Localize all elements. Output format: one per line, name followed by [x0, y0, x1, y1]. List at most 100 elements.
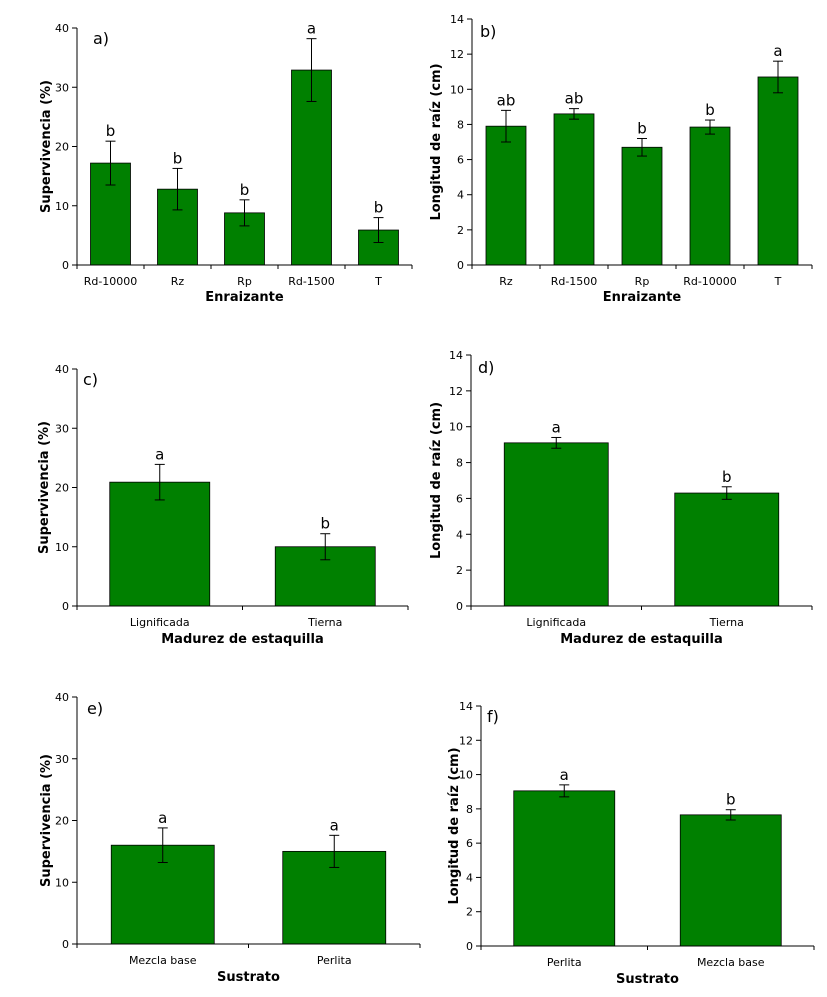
y-axis-title: Supervivencia (%) [39, 80, 54, 213]
y-tick-label: 0 [62, 938, 69, 951]
y-tick-label: 20 [55, 482, 69, 495]
y-axis-title: Supervivencia (%) [39, 754, 54, 887]
bar-4 [689, 126, 731, 266]
x-axis-title: Madurez de estaquilla [560, 632, 722, 647]
y-tick-label: 10 [55, 541, 69, 554]
bar-1 [109, 481, 211, 607]
category-label: Tierna [709, 616, 744, 629]
category-label: Mezcla base [129, 954, 197, 967]
panel-label: b) [480, 22, 496, 41]
bar-2 [679, 814, 782, 947]
y-tick-label: 30 [55, 422, 69, 435]
significance-letter: b [374, 199, 384, 217]
bar-5 [757, 76, 799, 266]
y-tick-label: 10 [55, 200, 69, 213]
x-axis-title: Enraizante [603, 290, 682, 305]
x-axis-title: Enraizante [205, 290, 284, 305]
significance-letter: ab [497, 91, 516, 109]
bar-1 [503, 442, 609, 607]
significance-letter: a [560, 766, 569, 784]
y-tick-label: 0 [62, 600, 69, 613]
category-label: T [774, 275, 782, 288]
significance-letter: a [773, 42, 782, 60]
y-tick-label: 10 [459, 769, 473, 782]
y-tick-label: 12 [449, 385, 463, 398]
x-axis-title: Sustrato [616, 972, 679, 987]
bar-2 [674, 492, 780, 607]
category-label: Rd-10000 [84, 275, 138, 288]
x-axis-title: Madurez de estaquilla [161, 632, 323, 647]
significance-letter: b [705, 101, 715, 119]
y-axis-title: Longitud de raíz (cm) [429, 63, 444, 220]
bar-2 [553, 113, 595, 266]
y-tick-label: 4 [466, 871, 473, 884]
y-tick-label: 40 [55, 363, 69, 376]
y-tick-label: 8 [457, 118, 464, 131]
y-tick-label: 8 [466, 803, 473, 816]
category-label: Perlita [547, 956, 582, 969]
significance-letter: a [330, 816, 339, 834]
significance-letter: b [240, 181, 250, 199]
y-tick-label: 10 [55, 876, 69, 889]
y-tick-label: 30 [55, 81, 69, 94]
y-tick-label: 14 [450, 13, 464, 26]
significance-letter: b [106, 122, 116, 140]
y-axis-title: Longitud de raíz (cm) [429, 402, 444, 559]
y-tick-label: 0 [456, 600, 463, 613]
category-label: T [374, 275, 382, 288]
category-label: Rd-1500 [551, 275, 598, 288]
significance-letter: b [320, 515, 330, 533]
y-tick-label: 40 [55, 691, 69, 704]
category-label: Lignificada [526, 616, 586, 629]
y-tick-label: 10 [450, 83, 464, 96]
y-tick-label: 14 [459, 700, 473, 713]
significance-letter: a [552, 418, 561, 436]
panel-label: f) [487, 707, 499, 726]
y-tick-label: 20 [55, 141, 69, 154]
y-tick-label: 6 [466, 837, 473, 850]
significance-letter: a [307, 20, 316, 38]
y-tick-label: 40 [55, 22, 69, 35]
y-tick-label: 14 [449, 349, 463, 362]
y-tick-label: 8 [456, 457, 463, 470]
y-tick-label: 20 [55, 815, 69, 828]
significance-letter: b [637, 119, 647, 137]
category-label: Tierna [307, 616, 342, 629]
panel-label: d) [478, 358, 494, 377]
y-tick-label: 2 [466, 906, 473, 919]
category-label: Mezcla base [697, 956, 765, 969]
panel-label: a) [93, 29, 109, 48]
y-tick-label: 0 [62, 259, 69, 272]
y-axis-title: Longitud de raíz (cm) [447, 747, 462, 904]
category-label: Rp [237, 275, 252, 288]
y-axis-title: Supervivencia (%) [37, 421, 52, 554]
category-label: Lignificada [130, 616, 190, 629]
significance-letter: ab [565, 90, 584, 108]
category-label: Rz [171, 275, 185, 288]
category-label: Perlita [317, 954, 352, 967]
bar-3 [621, 146, 663, 266]
significance-letter: a [155, 445, 164, 463]
significance-letter: b [722, 468, 732, 486]
panel-label: c) [83, 370, 98, 389]
y-tick-label: 2 [457, 224, 464, 237]
bar-1 [485, 125, 527, 266]
category-label: Rd-10000 [683, 275, 737, 288]
significance-letter: b [726, 791, 736, 809]
y-tick-label: 4 [457, 189, 464, 202]
significance-letter: b [173, 149, 183, 167]
y-tick-label: 4 [456, 528, 463, 541]
y-tick-label: 10 [449, 421, 463, 434]
panel-label: e) [87, 699, 103, 718]
bar-1 [513, 790, 616, 947]
y-tick-label: 6 [457, 154, 464, 167]
category-label: Rp [635, 275, 650, 288]
y-tick-label: 2 [456, 564, 463, 577]
y-tick-label: 12 [459, 734, 473, 747]
y-tick-label: 12 [450, 48, 464, 61]
y-tick-label: 6 [456, 492, 463, 505]
category-label: Rd-1500 [288, 275, 335, 288]
category-label: Rz [499, 275, 513, 288]
y-tick-label: 30 [55, 753, 69, 766]
